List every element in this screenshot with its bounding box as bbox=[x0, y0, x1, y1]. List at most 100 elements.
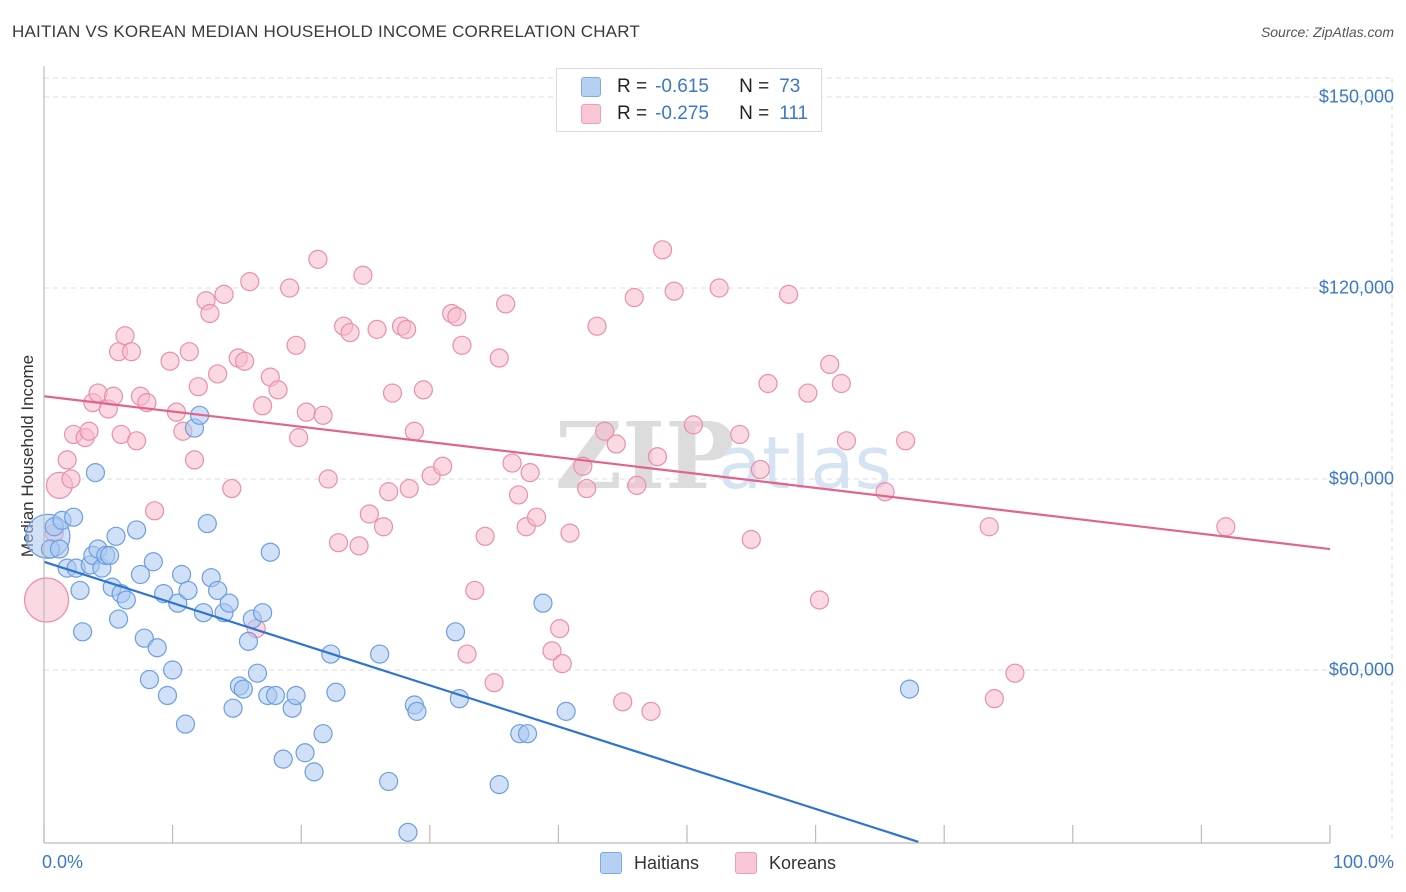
haitians-legend-swatch bbox=[600, 852, 622, 874]
haitians-point-31 bbox=[168, 593, 188, 613]
koreans-point-65 bbox=[457, 644, 477, 664]
koreans-point-53 bbox=[379, 482, 399, 502]
koreans-point-48 bbox=[349, 536, 369, 556]
haitians-swatch bbox=[581, 77, 601, 97]
koreans-point-58 bbox=[404, 421, 424, 441]
y-tick-60000: $60,000 bbox=[1328, 659, 1394, 680]
bottom-legend-koreans: Koreans bbox=[735, 852, 836, 874]
koreans-point-24 bbox=[184, 450, 205, 470]
haitians-point-12 bbox=[85, 463, 106, 483]
koreans-point-106 bbox=[979, 517, 999, 537]
koreans-point-92 bbox=[683, 415, 704, 435]
koreans-point-7 bbox=[79, 421, 99, 441]
haitians-point-68 bbox=[489, 774, 509, 795]
koreans-point-28 bbox=[208, 364, 228, 384]
haitians-point-70 bbox=[517, 724, 538, 744]
y-tick-150000: $150,000 bbox=[1318, 86, 1394, 107]
koreans-point-100 bbox=[809, 590, 830, 610]
haitians-point-34 bbox=[178, 580, 198, 601]
haitians-point-53 bbox=[273, 749, 293, 769]
legend-row-haitians: R = -0.615 N = 73 bbox=[581, 75, 800, 99]
haitians-point-32 bbox=[172, 564, 192, 585]
koreans-point-29 bbox=[214, 284, 234, 304]
koreans-legend-label: Koreans bbox=[769, 852, 837, 873]
koreans-point-67 bbox=[475, 526, 495, 546]
koreans-point-35 bbox=[253, 396, 273, 416]
haitians-point-6 bbox=[63, 507, 84, 527]
koreans-points bbox=[23, 240, 1236, 721]
koreans-point-91 bbox=[664, 281, 684, 301]
haitians-point-19 bbox=[108, 609, 129, 629]
haitians-r-value: -0.615 bbox=[655, 76, 709, 97]
koreans-point-108 bbox=[1005, 663, 1025, 683]
haitians-point-46 bbox=[238, 631, 259, 651]
haitians-point-65 bbox=[407, 701, 427, 721]
koreans-point-107 bbox=[984, 689, 1004, 709]
haitians-point-73 bbox=[899, 679, 920, 699]
koreans-point-39 bbox=[286, 335, 306, 355]
koreans-point-101 bbox=[820, 354, 840, 374]
x-tick-min: 0.0% bbox=[42, 852, 84, 872]
koreans-r-label: R = bbox=[617, 103, 648, 124]
koreans-point-70 bbox=[496, 294, 516, 314]
koreans-point-72 bbox=[508, 485, 529, 505]
koreans-point-81 bbox=[577, 478, 597, 499]
koreans-point-20 bbox=[160, 351, 180, 371]
haitians-point-38 bbox=[197, 513, 217, 534]
haitians-point-40 bbox=[208, 580, 228, 601]
koreans-point-54 bbox=[382, 383, 403, 403]
koreans-point-38 bbox=[280, 278, 300, 298]
koreans-point-83 bbox=[595, 421, 615, 441]
koreans-point-76 bbox=[542, 641, 562, 661]
haitians-point-61 bbox=[370, 644, 390, 664]
koreans-point-63 bbox=[447, 307, 467, 327]
haitians-point-33 bbox=[175, 714, 196, 734]
haitians-n-value: 73 bbox=[779, 76, 801, 97]
haitians-point-25 bbox=[139, 669, 160, 690]
y-tick-120000: $120,000 bbox=[1318, 277, 1394, 298]
haitians-point-56 bbox=[295, 743, 315, 763]
koreans-point-99 bbox=[798, 383, 818, 403]
koreans-point-9 bbox=[88, 383, 108, 403]
haitians-point-22 bbox=[126, 520, 147, 540]
haitians-point-24 bbox=[134, 628, 154, 648]
legend-row-koreans: R = -0.275 N = 111 bbox=[581, 102, 808, 126]
koreans-point-59 bbox=[413, 380, 433, 400]
koreans-point-14 bbox=[115, 326, 135, 346]
koreans-point-109 bbox=[1216, 517, 1236, 537]
koreans-point-56 bbox=[397, 319, 417, 339]
koreans-point-25 bbox=[188, 377, 208, 397]
koreans-swatch bbox=[581, 104, 601, 124]
haitians-point-48 bbox=[247, 663, 268, 683]
koreans-point-3 bbox=[57, 450, 77, 470]
trend-lines bbox=[43, 395, 1331, 843]
koreans-point-68 bbox=[484, 673, 504, 693]
bottom-legend-haitians: Haitians bbox=[600, 852, 699, 874]
haitians-point-51 bbox=[260, 542, 280, 562]
koreans-point-40 bbox=[289, 428, 309, 448]
koreans-point-66 bbox=[465, 580, 485, 601]
koreans-point-30 bbox=[222, 478, 242, 499]
koreans-point-61 bbox=[433, 456, 453, 476]
haitians-point-66 bbox=[445, 622, 466, 642]
koreans-point-27 bbox=[200, 303, 220, 324]
stats-legend: R = -0.615 N = 73 R = -0.275 N = 111 bbox=[556, 68, 822, 132]
koreans-r-value: -0.275 bbox=[655, 103, 709, 124]
koreans-point-71 bbox=[502, 453, 522, 473]
koreans-point-44 bbox=[318, 469, 338, 489]
koreans-point-43 bbox=[313, 405, 333, 425]
koreans-trend-line bbox=[43, 395, 1331, 551]
haitians-point-52 bbox=[265, 685, 286, 706]
koreans-point-88 bbox=[641, 701, 661, 721]
koreans-point-69 bbox=[489, 348, 509, 368]
x-tick-max: 100.0% bbox=[1332, 852, 1394, 872]
haitians-point-62 bbox=[379, 771, 399, 792]
haitians-point-43 bbox=[223, 698, 243, 718]
koreans-point-82 bbox=[587, 316, 607, 336]
haitians-point-55 bbox=[286, 685, 306, 706]
koreans-point-16 bbox=[126, 431, 147, 451]
haitians-point-26 bbox=[143, 552, 163, 572]
koreans-point-78 bbox=[552, 654, 572, 674]
haitians-point-30 bbox=[163, 660, 183, 680]
